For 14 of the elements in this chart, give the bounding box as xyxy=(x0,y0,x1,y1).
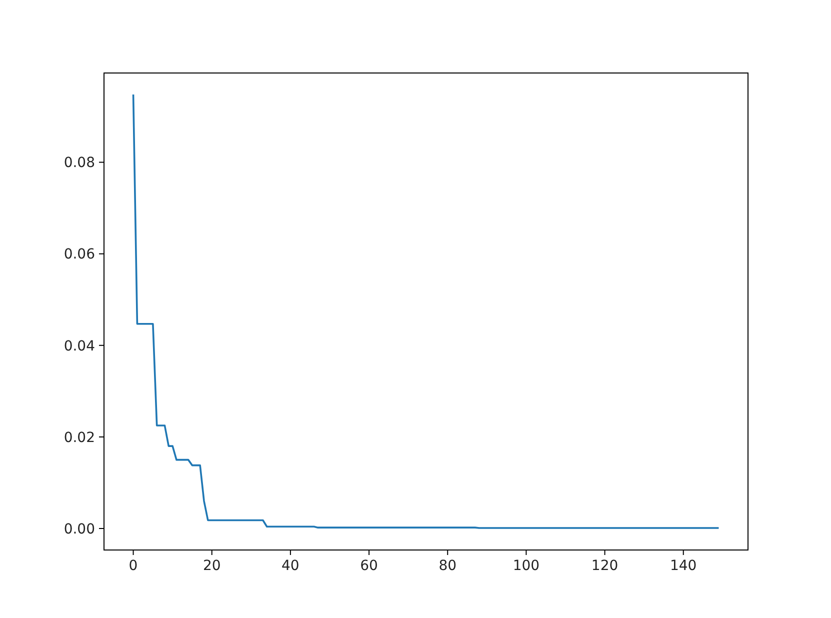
y-tick-label: 0.06 xyxy=(64,246,96,263)
y-tick-label: 0.04 xyxy=(64,338,96,354)
x-tick-label: 100 xyxy=(512,558,540,574)
y-tick-label: 0.08 xyxy=(64,155,95,172)
x-tick-label: 20 xyxy=(202,558,221,574)
x-tick-label: 40 xyxy=(282,558,300,574)
line-series xyxy=(132,94,720,529)
x-tick-label: 0 xyxy=(128,558,138,574)
x-tick-label: 120 xyxy=(591,558,618,574)
y-tick-label: 0.00 xyxy=(64,521,95,538)
x-tick-label: 60 xyxy=(360,558,378,574)
x-tick-label: 80 xyxy=(438,558,457,574)
y-tick-label: 0.02 xyxy=(64,430,95,446)
x-tick-label: 140 xyxy=(670,558,697,574)
